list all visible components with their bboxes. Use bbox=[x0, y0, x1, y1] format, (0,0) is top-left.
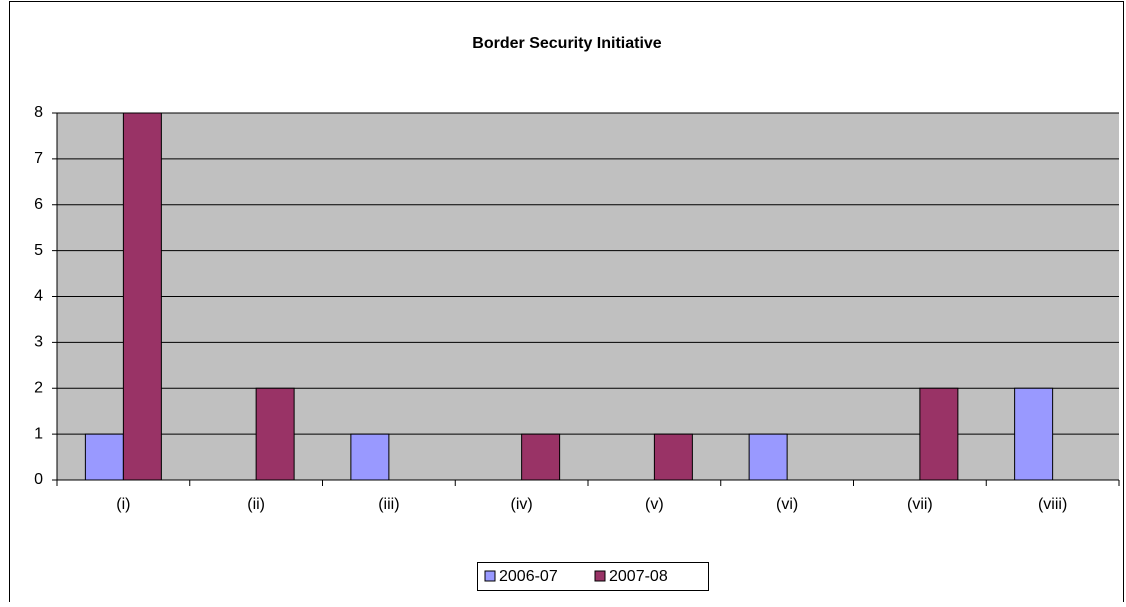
bar bbox=[919, 387, 959, 481]
x-tick-label: (vii) bbox=[907, 496, 933, 513]
x-tick-label: (ii) bbox=[247, 496, 265, 513]
chart-title: Border Security Initiative bbox=[472, 35, 661, 52]
x-tick-label: (iv) bbox=[511, 496, 533, 513]
y-tick-label: 3 bbox=[34, 334, 43, 351]
y-tick-label: 2 bbox=[34, 379, 43, 396]
y-tick-label: 8 bbox=[34, 104, 43, 121]
y-tick-label: 0 bbox=[34, 471, 43, 488]
legend bbox=[477, 562, 709, 591]
legend-swatch bbox=[484, 570, 496, 582]
bar bbox=[84, 433, 124, 481]
legend-swatch bbox=[594, 570, 606, 582]
bar bbox=[653, 433, 693, 481]
bar bbox=[1014, 387, 1054, 481]
x-tick-label: (v) bbox=[645, 496, 664, 513]
bar bbox=[748, 433, 788, 481]
legend-label: 2007-08 bbox=[609, 568, 668, 585]
x-tick-label: (i) bbox=[116, 496, 130, 513]
y-tick-label: 1 bbox=[34, 425, 43, 442]
y-tick-label: 7 bbox=[34, 150, 43, 167]
bar bbox=[521, 433, 561, 481]
x-tick-label: (iii) bbox=[378, 496, 399, 513]
x-tick-label: (vi) bbox=[776, 496, 798, 513]
legend-label: 2006-07 bbox=[499, 568, 558, 585]
y-tick-label: 6 bbox=[34, 196, 43, 213]
y-tick-label: 5 bbox=[34, 242, 43, 259]
x-tick-label: (viii) bbox=[1038, 496, 1067, 513]
y-tick-label: 4 bbox=[34, 288, 43, 305]
bar bbox=[350, 433, 390, 481]
bar bbox=[255, 387, 295, 481]
bar bbox=[122, 112, 162, 481]
